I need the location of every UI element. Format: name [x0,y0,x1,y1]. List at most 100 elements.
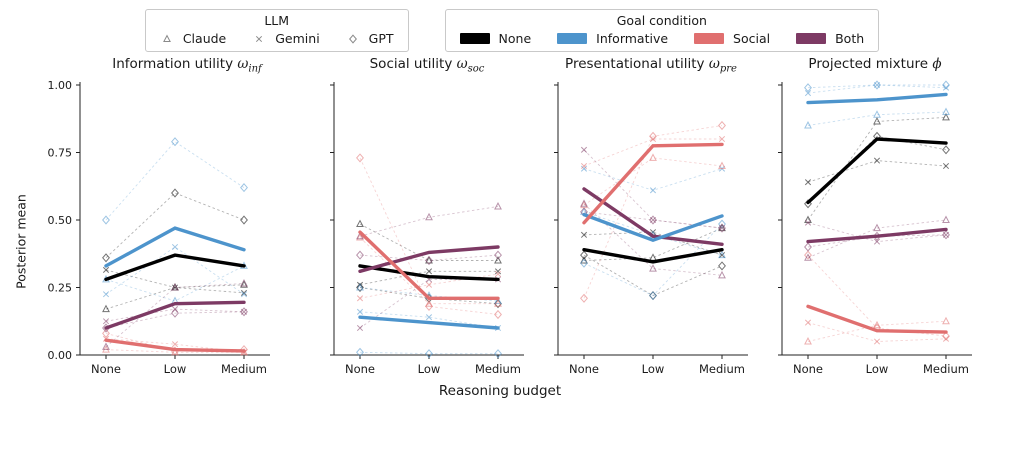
diamond-marker [580,293,588,303]
legend-item-social: Social [694,31,770,46]
llm-series-line [583,227,723,261]
diamond-marker [804,250,812,260]
llm-series-line [583,223,723,297]
triangle-marker-icon [162,34,171,42]
llm-series-line [105,311,245,329]
x-marker [804,319,812,326]
triangle-marker [240,280,248,288]
legend-label: Both [835,31,865,46]
legend-llm: LLM Claude Gemini GPT [144,9,409,52]
legend-item-both: Both [796,31,864,46]
panel-title: Projected mixture ϕ [808,56,942,72]
x-marker [804,219,812,226]
mean-line-both [358,245,500,274]
llm-series-line [583,254,723,297]
panels-container: Information utility ωinf 0.00 0.25 0.50 0.75… [34,56,982,383]
diamond-marker [171,308,179,318]
diamond-marker [102,253,110,263]
triangle-marker [356,283,364,291]
panel-plot: 0.00 0.25 0.50 0.75 1.00 None Low Medium [48,79,270,376]
diamond-marker [425,301,433,311]
triangle-marker [580,199,588,207]
color-swatch [796,33,827,44]
triangle-marker [649,153,657,161]
llm-series-line [583,203,723,276]
diamond-marker [649,291,657,301]
triangle-marker [240,278,248,287]
x-marker [356,295,364,302]
panel-title: Social utility ωsoc [369,56,485,75]
x-tick-label: Low [164,362,187,376]
diamond-marker [356,153,364,163]
triangle-marker [171,283,179,291]
triangle-marker [356,219,364,228]
triangle-marker [494,202,502,210]
llm-series-line [359,311,499,329]
llm-series-line [807,135,947,205]
mean-line-social [104,338,246,353]
color-swatch [694,33,725,44]
x-tick-label: None [793,362,823,376]
panel-1: Social utility ωsoc None Low Medium [320,56,534,383]
triangle-marker [718,270,726,279]
triangle-marker [804,337,812,345]
triangle-marker [649,264,657,272]
x-marker [942,335,950,342]
y-tick-label: 0.75 [48,146,73,159]
x-marker [580,162,588,170]
color-swatch [459,33,490,44]
diamond-marker [718,120,726,131]
x-marker [102,291,110,298]
panel-title: Information utility ωinf [112,56,262,75]
mean-line-informative [104,226,246,268]
x-marker [649,135,657,143]
x-marker [873,238,881,245]
x-marker [804,90,812,97]
x-axis-label: Reasoning budget [438,383,562,399]
y-tick-label: 0.00 [48,349,73,362]
mean-line-both [806,227,948,244]
diamond-marker [580,258,588,268]
llm-series-line [807,320,947,342]
mean-line-both [104,300,246,330]
llm-series-line [359,287,499,305]
x-marker-icon [256,35,263,42]
y-tick-label: 0.25 [48,281,73,294]
diamond-marker [649,131,657,141]
diamond-marker [240,183,248,193]
triangle-marker [873,116,881,125]
mean-line-none [582,247,724,264]
panel-plot: None Low Medium [330,82,524,376]
legend-label: Claude [182,31,227,46]
mean-line-informative [806,92,948,105]
x-marker [580,231,588,238]
llm-series-line [807,84,947,94]
diamond-marker-icon [348,33,357,44]
mean-line-social [358,230,500,301]
diamond-marker [494,349,502,359]
llm-series-line [359,237,498,305]
x-marker [580,146,588,153]
mean-line-informative [582,212,724,243]
x-marker [425,314,433,321]
triangle-marker [873,110,881,118]
diamond-marker [356,282,364,293]
x-tick-label: Medium [923,362,969,376]
panel-plot: None Low Medium [778,80,972,376]
triangle-marker [425,212,433,221]
triangle-marker [804,121,812,129]
figure: LLM Claude Gemini GPT Goal condition None I… [0,9,1024,399]
diamond-marker [425,349,433,359]
triangle-marker [873,223,881,232]
legend-goal-condition: Goal condition None Informative Social Both [444,9,880,52]
x-marker [942,84,950,91]
llm-series-line [583,125,723,299]
legend-goal-items: None Informative Social Both [459,31,864,46]
diamond-marker [804,83,812,93]
y-axis-label: Posterior mean [13,194,29,289]
llm-series-line [105,283,245,348]
mean-line-social [582,142,724,225]
legend-item-claude: Claude [160,31,226,46]
triangle-marker [873,320,881,329]
legend-goal-title: Goal condition [616,13,707,28]
